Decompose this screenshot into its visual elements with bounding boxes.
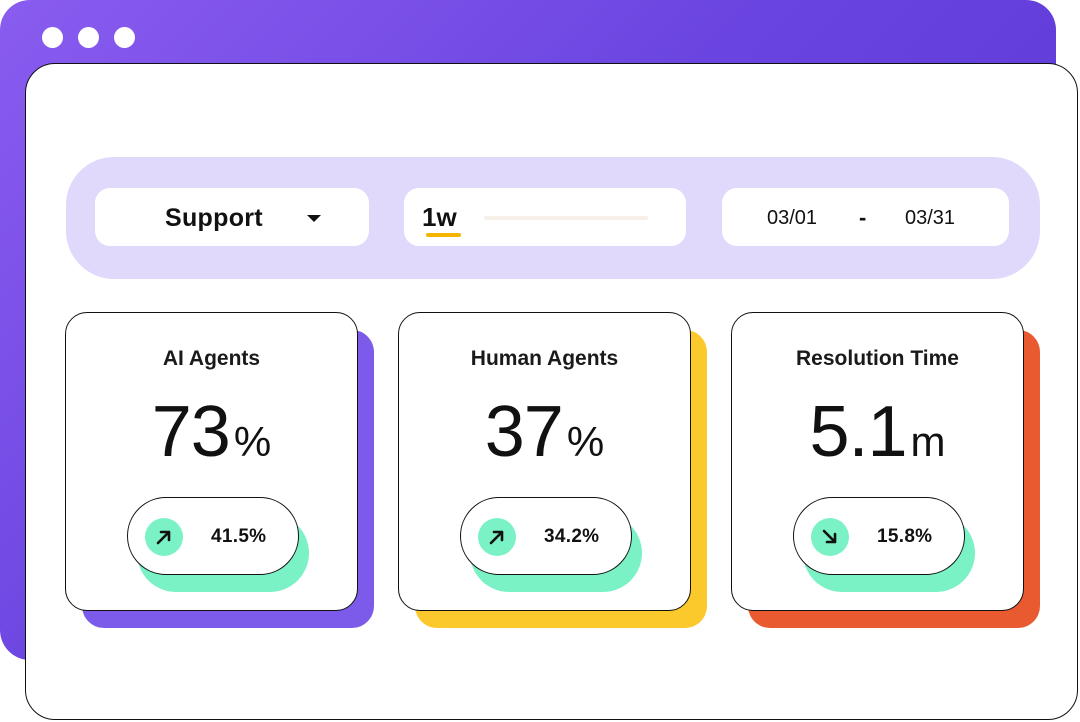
filter-bar: Support 1w 03/01 - 03/31 xyxy=(66,157,1040,279)
trend-percentage: 41.5% xyxy=(211,526,267,547)
metric-value-group: 37% xyxy=(399,391,690,473)
metric-card-ai-agents: AI Agents 73% 41.5% xyxy=(65,312,358,611)
window-dot-icon xyxy=(42,27,63,48)
arrow-up-right-icon xyxy=(145,518,183,556)
metric-value: 37 xyxy=(484,392,564,472)
trend-badge: 41.5% xyxy=(127,497,299,575)
trend-badge: 34.2% xyxy=(460,497,632,575)
metric-unit: m xyxy=(910,418,946,465)
dashboard-window: Support 1w 03/01 - 03/31 AI Agents 73% 4… xyxy=(25,63,1078,720)
window-dot-icon xyxy=(114,27,135,48)
start-date[interactable]: 03/01 xyxy=(767,207,818,229)
time-range-selector[interactable]: 1w xyxy=(404,188,686,246)
metric-value: 5.1 xyxy=(809,392,907,472)
metric-value: 73 xyxy=(151,392,231,472)
team-dropdown-value: Support xyxy=(165,204,263,232)
metric-value-group: 73% xyxy=(66,391,357,473)
metric-unit: % xyxy=(566,418,605,465)
arrow-up-right-icon xyxy=(478,518,516,556)
selected-indicator xyxy=(426,233,461,237)
metric-unit: % xyxy=(233,418,272,465)
metric-title: Resolution Time xyxy=(796,347,959,370)
arrow-down-right-icon xyxy=(811,518,849,556)
metric-card-resolution-time: Resolution Time 5.1m 15.8% xyxy=(731,312,1024,611)
window-dot-icon xyxy=(78,27,99,48)
date-separator: - xyxy=(859,205,867,230)
trend-percentage: 15.8% xyxy=(877,526,933,547)
range-slider-track[interactable] xyxy=(484,216,648,220)
caret-down-icon xyxy=(307,215,321,222)
team-dropdown[interactable]: Support xyxy=(95,188,369,246)
date-range-picker[interactable]: 03/01 - 03/31 xyxy=(722,188,1009,246)
time-range-value: 1w xyxy=(422,202,457,232)
metric-card-human-agents: Human Agents 37% 34.2% xyxy=(398,312,691,611)
end-date[interactable]: 03/31 xyxy=(905,207,956,229)
metric-value-group: 5.1m xyxy=(732,391,1023,473)
metric-title: Human Agents xyxy=(470,347,619,370)
metric-title: AI Agents xyxy=(162,347,261,370)
trend-percentage: 34.2% xyxy=(544,526,600,547)
trend-badge: 15.8% xyxy=(793,497,965,575)
